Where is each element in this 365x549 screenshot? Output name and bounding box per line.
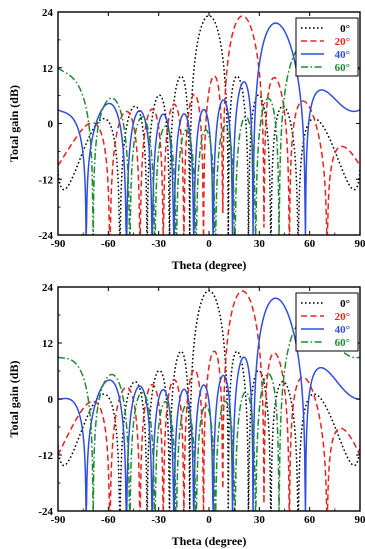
series-line-20 — [58, 15, 360, 235]
legend-label-20: 20° — [335, 311, 350, 323]
top-chart: -90 -60 -30 0 30 60 90 24 12 0 -12 -24 Theta (degree… — [7, 7, 365, 272]
y-axis-label: Total gain (dB) — [7, 361, 21, 438]
y-tick-label: 12 — [42, 63, 54, 75]
y-tick-label: 24 — [42, 282, 54, 294]
x-tick-label: -60 — [101, 514, 116, 526]
x-tick-label: 0 — [206, 238, 212, 250]
series-group — [58, 14, 360, 235]
y-tick-label: -24 — [38, 506, 53, 518]
x-axis-label: Theta (degree) — [172, 534, 247, 548]
x-tick-label: 0 — [206, 514, 212, 526]
bottom-chart: -90 -60 -30 0 30 60 90 24 12 0 -12 -24 Theta (degree… — [7, 282, 365, 548]
legend-label-0: 0° — [340, 23, 350, 35]
x-axis-label: Theta (degree) — [172, 258, 247, 272]
series-line-40 — [58, 297, 360, 511]
series-line-40 — [58, 22, 360, 235]
legend-label-60: 60° — [335, 337, 350, 349]
x-tick-label: -30 — [151, 514, 166, 526]
y-tick-label: 24 — [42, 7, 54, 19]
y-tick-label: -24 — [38, 230, 53, 242]
y-tick-label: 0 — [48, 394, 54, 406]
legend: 0°20°40°60° — [295, 17, 359, 77]
x-tick-label: -30 — [151, 238, 166, 250]
x-tick-label: 30 — [254, 514, 266, 526]
y-tick-label: -12 — [38, 174, 53, 186]
legend: 0°20°40°60° — [295, 292, 359, 352]
x-tick-label: 60 — [304, 238, 316, 250]
legend-label-60: 60° — [335, 62, 350, 74]
x-tick-label: -90 — [51, 514, 66, 526]
legend-label-20: 20° — [335, 36, 350, 48]
y-tick-label: -12 — [38, 450, 53, 462]
legend-label-40: 40° — [335, 49, 350, 61]
legend-label-0: 0° — [340, 298, 350, 310]
y-axis-label: Total gain (dB) — [7, 85, 21, 162]
x-tick-label: 60 — [304, 514, 316, 526]
x-tick-label: 90 — [355, 514, 365, 526]
legend-label-40: 40° — [335, 324, 350, 336]
series-line-20 — [58, 290, 360, 511]
x-tick-label: -60 — [101, 238, 116, 250]
y-tick-label: 0 — [48, 119, 54, 131]
x-tick-label: -90 — [51, 238, 66, 250]
y-tick-label: 12 — [42, 338, 54, 350]
x-tick-label: 30 — [254, 238, 266, 250]
x-tick-label: 90 — [355, 238, 365, 250]
